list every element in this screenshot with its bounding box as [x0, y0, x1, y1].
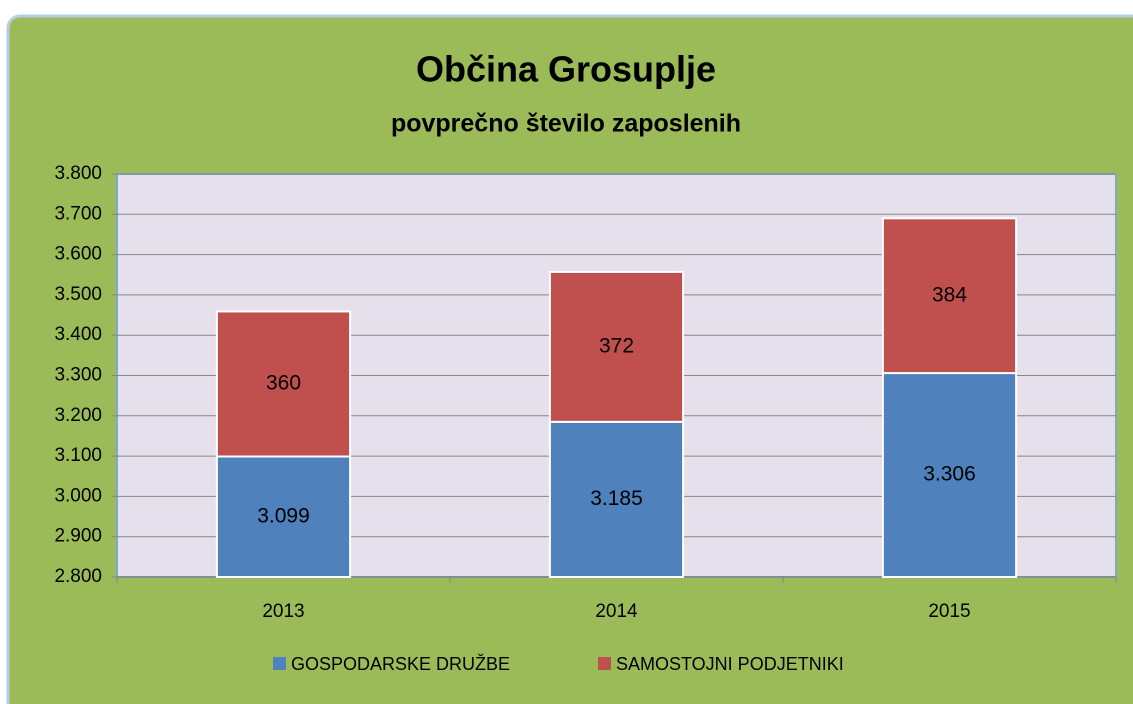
bar-segment — [881, 372, 1018, 578]
data-label: 384 — [932, 283, 967, 306]
chart-title: Občina Grosuplje — [416, 49, 716, 90]
y-tick-label: 3.200 — [54, 405, 102, 426]
y-tick-label: 2.900 — [54, 526, 102, 547]
y-tick-label: 3.700 — [54, 203, 102, 224]
data-label: 3.099 — [257, 504, 310, 527]
data-label: 372 — [599, 334, 634, 357]
legend-label: GOSPODARSKE DRUŽBE — [291, 654, 510, 674]
y-tick-label: 3.400 — [54, 324, 102, 345]
y-tick-label: 3.500 — [54, 284, 102, 305]
data-label: 3.306 — [923, 463, 976, 486]
legend-label: SAMOSTOJNI PODJETNIKI — [616, 654, 844, 674]
x-tick-label: 2014 — [595, 601, 638, 622]
data-label: 360 — [266, 372, 301, 395]
x-tick-label: 2013 — [262, 601, 304, 622]
y-tick-label: 3.800 — [54, 163, 102, 184]
y-tick-label: 2.800 — [54, 566, 102, 587]
bar-segment — [215, 310, 352, 458]
bar-segment — [881, 217, 1018, 375]
y-tick-label: 3.100 — [54, 445, 102, 466]
y-tick-label: 3.600 — [54, 244, 102, 265]
data-label: 3.185 — [590, 487, 643, 510]
chart-subtitle: povprečno število zaposlenih — [391, 110, 741, 138]
bar-segment — [548, 270, 685, 423]
y-tick-label: 3.000 — [54, 485, 102, 506]
bar-segment — [215, 455, 352, 578]
bar-segment — [548, 420, 685, 578]
y-tick-label: 3.300 — [54, 365, 102, 386]
legend-swatch — [273, 657, 286, 670]
legend-swatch — [598, 657, 611, 670]
x-tick-label: 2015 — [928, 601, 970, 622]
